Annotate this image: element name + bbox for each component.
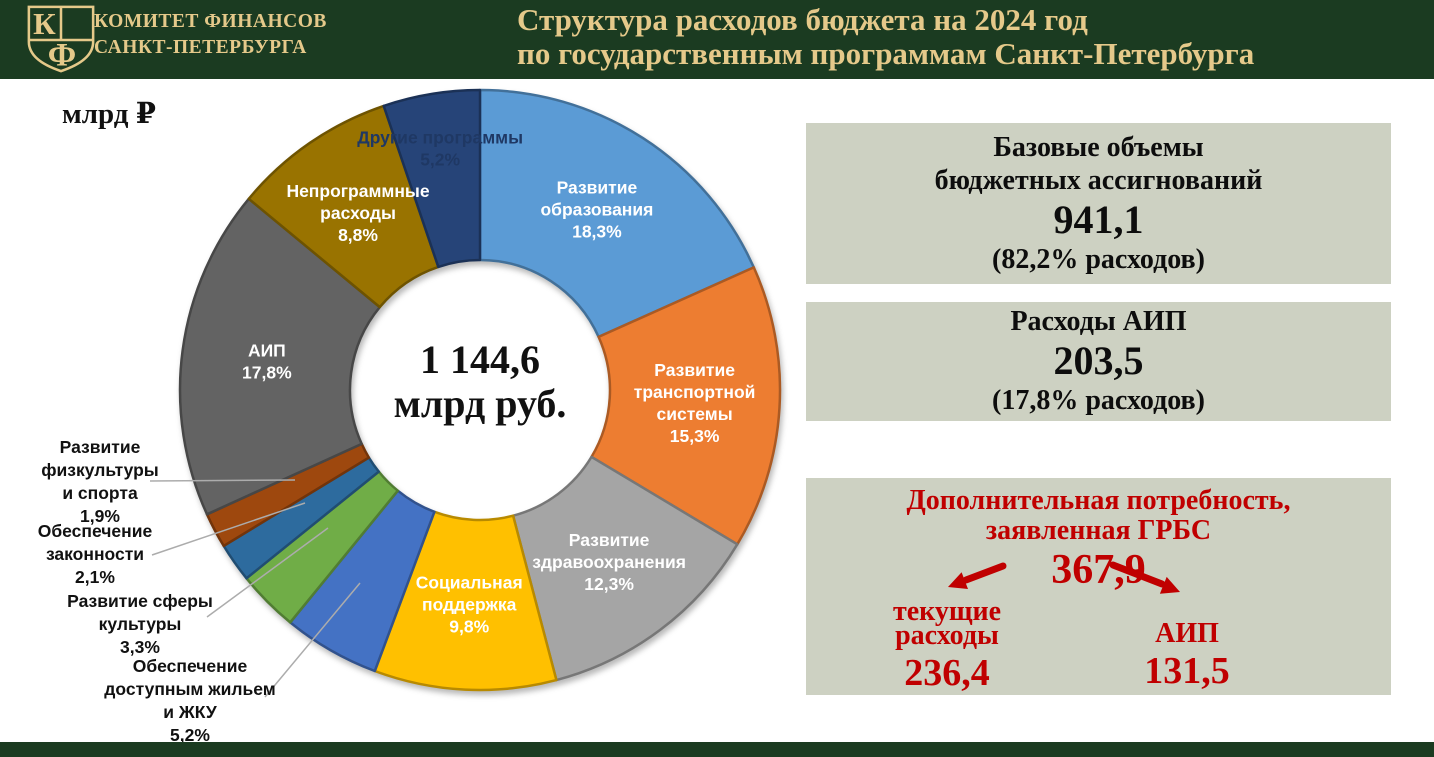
extra-right-value: 131,5 — [1144, 650, 1230, 692]
units-label: млрд ₽ — [62, 98, 156, 130]
panel-aip-value: 203,5 — [1053, 338, 1144, 383]
panel-base-title-line2: бюджетных ассигнований — [934, 164, 1263, 196]
segment-label-0: Развитие образования 18,3% — [540, 178, 653, 242]
segment-label-9: Непрограммные расходы 8,8% — [286, 181, 429, 245]
callout-label-5: Развитие сферы культуры 3,3% — [67, 591, 213, 657]
header: К Ф КОМИТЕТ ФИНАНСОВ САНКТ-ПЕТЕРБУРГА Ст… — [0, 0, 1434, 79]
logo-letter-k: К — [33, 6, 56, 41]
segment-label-2: Развитие здравоохранения 12,3% — [532, 530, 686, 594]
committee-finance-shield-logo-icon: К Ф — [27, 5, 95, 73]
org-name: КОМИТЕТ ФИНАНСОВ САНКТ-ПЕТЕРБУРГА — [94, 9, 327, 61]
extra-current-expenses: текущие расходы 236,4 — [862, 596, 1032, 694]
donut-segment-8 — [178, 197, 382, 516]
extra-left-value: 236,4 — [904, 652, 990, 694]
panel-base-value: 941,1 — [1053, 196, 1144, 242]
panel-additional-need: Дополнительная потребность, заявленная Г… — [806, 478, 1391, 695]
panel-extra-title-line1: Дополнительная потребность, — [906, 485, 1291, 516]
segment-label-3: Социальная поддержка 9,8% — [416, 573, 523, 637]
page-title-line1: Структура расходов бюджета на 2024 год — [517, 2, 1088, 37]
extra-aip: АИП 131,5 — [1102, 618, 1272, 692]
panel-aip-expenses: Расходы АИП 203,5 (17,8% расходов) — [806, 302, 1391, 421]
panel-base-title-line1: Базовые объемы — [993, 131, 1204, 163]
panel-base-note: (82,2% расходов) — [992, 243, 1205, 275]
donut-segment-10 — [382, 88, 482, 269]
total-value: 1 144,6 — [420, 337, 540, 382]
donut-segment-0 — [478, 88, 756, 339]
page-title: Структура расходов бюджета на 2024 год п… — [517, 3, 1254, 71]
panel-base-volumes: Базовые объемы бюджетных ассигнований 94… — [806, 123, 1391, 284]
split-arrows — [948, 561, 1180, 594]
callout-leader-line-7 — [149, 479, 296, 482]
total-unit: млрд руб. — [393, 381, 567, 426]
callout-leader-line-4 — [264, 582, 361, 698]
callout-leader-line-6 — [151, 502, 306, 556]
segment-label-1: Развитие транспортной системы 15,3% — [634, 360, 756, 446]
segment-label-8: АИП 17,8% — [242, 341, 292, 383]
extra-right-label: АИП — [1155, 618, 1219, 649]
callout-label-6: Обеспечение законности 2,1% — [38, 521, 153, 587]
panel-extra-title-line2: заявленная ГРБС — [985, 515, 1212, 546]
callout-label-7: Развитие физкультуры и спорта 1,9% — [41, 437, 159, 526]
org-name-line2: САНКТ-ПЕТЕРБУРГА — [94, 37, 307, 58]
donut-segment-2 — [511, 455, 739, 682]
page-title-line2: по государственным программам Санкт-Пете… — [517, 36, 1255, 71]
donut-segment-1 — [590, 266, 782, 546]
segment-label-10: Другие программы 5,2% — [357, 127, 523, 169]
callout-label-4: Обеспечение доступным жильем и ЖКУ 5,2% — [104, 656, 275, 745]
extra-left-label-line1: текущие — [892, 596, 1002, 627]
arrow-right-icon — [1159, 576, 1180, 594]
donut-center-label: 1 144,6 млрд руб. — [350, 338, 610, 426]
footer-bar — [0, 742, 1434, 757]
extra-left-label-line2: расходы — [895, 620, 999, 651]
panel-aip-title: Расходы АИП — [1010, 306, 1187, 337]
arrow-left-icon — [948, 572, 968, 589]
callout-leader-line-5 — [206, 527, 329, 618]
org-name-line1: КОМИТЕТ ФИНАНСОВ — [94, 11, 327, 32]
logo-letter-f: Ф — [48, 37, 76, 73]
panel-aip-note: (17,8% расходов) — [992, 385, 1205, 416]
